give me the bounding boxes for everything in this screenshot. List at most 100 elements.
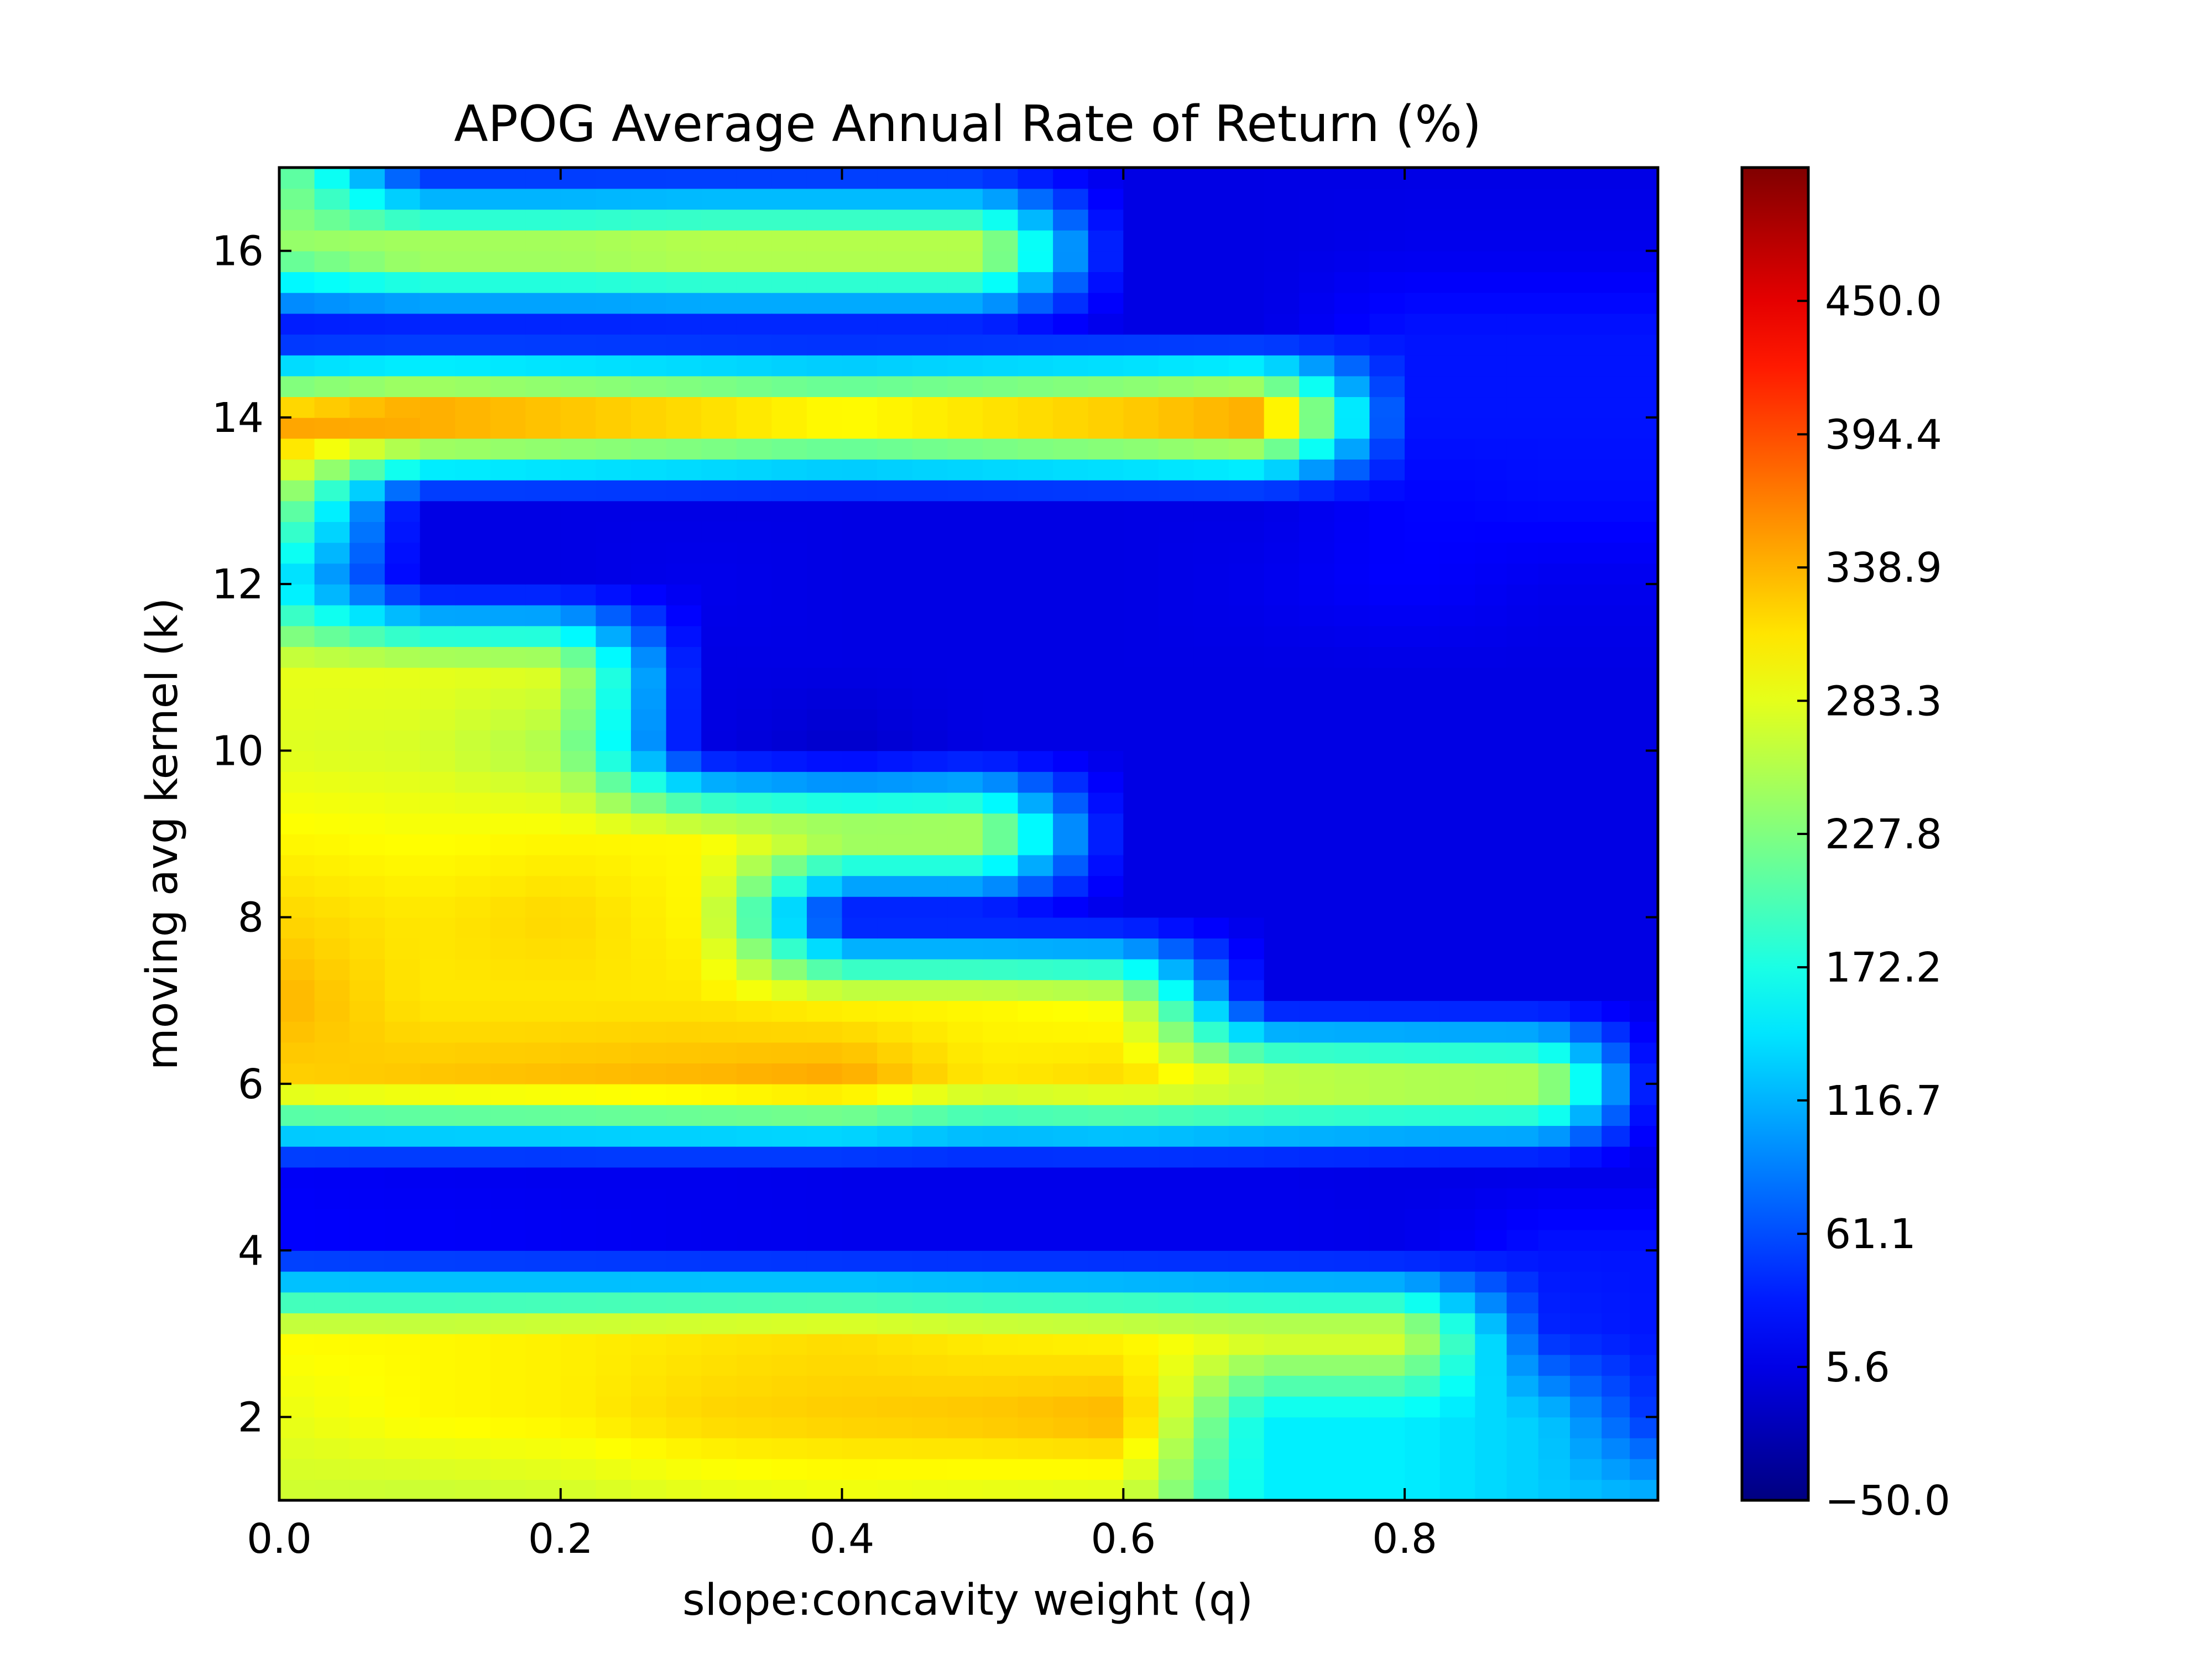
heatmap-cell xyxy=(490,209,526,231)
heatmap-cell xyxy=(877,168,913,189)
heatmap-cell xyxy=(490,604,526,627)
heatmap-cell xyxy=(1570,646,1603,668)
heatmap-cell xyxy=(1439,500,1476,522)
heatmap-cell xyxy=(982,771,1019,793)
heatmap-cell xyxy=(736,1333,773,1355)
heatmap-cell xyxy=(420,397,456,418)
heatmap-cell xyxy=(1506,397,1539,418)
heatmap-cell xyxy=(1686,1396,1715,1417)
heatmap-cell xyxy=(1439,604,1476,627)
heatmap-cell xyxy=(384,1125,421,1147)
heatmap-cell xyxy=(1475,438,1507,460)
heatmap-cell xyxy=(1475,938,1507,959)
heatmap-cell xyxy=(1538,1396,1571,1418)
heatmap-cell xyxy=(560,1000,597,1022)
heatmap-cell xyxy=(1369,292,1405,314)
heatmap-cell xyxy=(349,1188,385,1209)
heatmap-cell xyxy=(1658,418,1687,439)
heatmap-cell xyxy=(1018,438,1053,460)
heatmap-cell xyxy=(1506,500,1539,522)
heatmap-cell xyxy=(842,459,878,481)
heatmap-cell xyxy=(912,375,948,398)
heatmap-cell xyxy=(736,188,773,210)
heatmap-cell xyxy=(1229,313,1265,335)
heatmap-cell xyxy=(1264,1354,1300,1376)
heatmap-cell xyxy=(455,292,491,314)
heatmap-cell xyxy=(279,251,315,273)
heatmap-cell xyxy=(947,500,983,522)
heatmap-cell xyxy=(279,1292,315,1313)
heatmap-cell xyxy=(912,500,948,522)
heatmap-cell xyxy=(842,750,878,772)
heatmap-cell xyxy=(384,1229,421,1251)
heatmap-cell xyxy=(806,771,843,793)
heatmap-cell xyxy=(1686,397,1715,418)
heatmap-cell xyxy=(420,813,456,834)
heatmap-cell xyxy=(490,375,526,398)
heatmap-cell xyxy=(314,417,350,439)
heatmap-cell xyxy=(1686,1500,1715,1521)
heatmap-cell xyxy=(1088,563,1124,585)
heatmap-cell xyxy=(1538,1333,1571,1355)
heatmap-cell xyxy=(736,1229,773,1251)
heatmap-cell xyxy=(842,334,878,356)
heatmap-cell xyxy=(912,1250,948,1272)
heatmap-cell xyxy=(947,375,983,398)
heatmap-cell xyxy=(1506,854,1539,877)
heatmap-cell xyxy=(596,229,632,252)
heatmap-cell xyxy=(560,938,597,959)
colorbar-tick-label: 394.4 xyxy=(1825,411,1942,458)
heatmap-cell xyxy=(560,1333,597,1355)
heatmap-cell xyxy=(1601,1271,1630,1293)
heatmap-cell xyxy=(806,479,843,502)
heatmap-cell xyxy=(490,1208,526,1230)
heatmap-cell xyxy=(912,209,948,231)
heatmap-cell xyxy=(349,1083,385,1105)
heatmap-cell xyxy=(1229,521,1265,543)
heatmap-cell xyxy=(842,417,878,439)
heatmap-cell xyxy=(1018,521,1053,543)
heatmap-cell xyxy=(1475,979,1507,1001)
heatmap-cell xyxy=(842,917,878,939)
heatmap-cell xyxy=(1299,500,1335,522)
heatmap-cell xyxy=(1299,834,1335,855)
heatmap-cell xyxy=(314,1313,350,1334)
heatmap-cell xyxy=(1264,813,1300,834)
heatmap-cell xyxy=(1439,1396,1476,1418)
heatmap-cell xyxy=(1538,375,1571,398)
heatmap-cell xyxy=(314,750,350,772)
heatmap-cell xyxy=(1053,958,1089,980)
heatmap-cell xyxy=(982,1125,1019,1147)
heatmap-cell xyxy=(666,729,702,752)
heatmap-cell xyxy=(1123,1333,1159,1355)
heatmap-cell xyxy=(1601,1188,1630,1209)
heatmap-cell xyxy=(1018,604,1053,627)
heatmap-cell xyxy=(982,1104,1019,1126)
heatmap-cell xyxy=(1158,272,1194,293)
heatmap-cell xyxy=(1369,459,1405,481)
heatmap-cell xyxy=(1405,188,1441,210)
heatmap-cell xyxy=(1570,1104,1603,1126)
heatmap-cell xyxy=(1405,375,1441,398)
heatmap-cell xyxy=(1264,1000,1300,1022)
heatmap-cell xyxy=(630,604,667,627)
heatmap-cell xyxy=(1158,667,1194,689)
heatmap-cell xyxy=(1229,1479,1265,1500)
heatmap-cell xyxy=(982,272,1019,293)
heatmap-cell xyxy=(912,917,948,939)
heatmap-cell xyxy=(736,251,773,273)
heatmap-cell xyxy=(1405,1188,1441,1209)
heatmap-cell xyxy=(1158,1417,1194,1438)
heatmap-cell xyxy=(455,834,491,855)
heatmap-cell xyxy=(1229,1000,1265,1022)
heatmap-cell xyxy=(1264,750,1300,772)
heatmap-cell xyxy=(630,584,667,606)
heatmap-cell xyxy=(771,1417,807,1438)
heatmap-cell xyxy=(1601,834,1630,855)
heatmap-cell xyxy=(1264,771,1300,793)
heatmap-cell xyxy=(279,1000,280,1022)
heatmap-cell xyxy=(912,417,948,439)
heatmap-cell xyxy=(701,1125,737,1147)
heatmap-cell xyxy=(596,979,632,1001)
heatmap-cell xyxy=(490,521,526,543)
